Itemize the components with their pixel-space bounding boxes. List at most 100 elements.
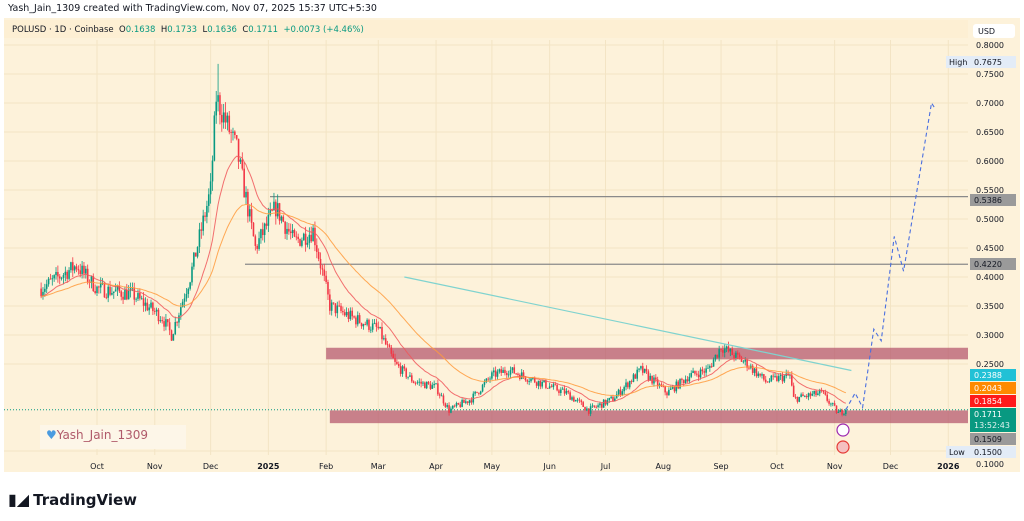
candle-body — [358, 315, 361, 323]
candle-body — [297, 236, 299, 240]
candle-body — [550, 386, 553, 388]
candle-body — [159, 320, 162, 322]
candle-body — [718, 349, 720, 358]
candle-body — [75, 266, 78, 270]
candle-body — [725, 346, 728, 349]
candle-body — [584, 406, 586, 411]
candle-body — [228, 115, 231, 133]
candle-body — [591, 405, 594, 407]
price-badge — [970, 258, 1016, 270]
candle-body — [370, 329, 372, 331]
candle-body — [211, 160, 214, 182]
candle-body — [172, 334, 175, 341]
candle-body — [116, 285, 119, 290]
candle-body — [710, 366, 713, 367]
open-value: 0.1638 — [125, 25, 156, 35]
candle-body — [424, 382, 426, 389]
candle-body — [679, 378, 681, 389]
candle-body — [243, 168, 245, 198]
open-label: O — [119, 25, 126, 35]
candle-body — [731, 348, 733, 356]
candle-body — [601, 403, 603, 408]
candle-body — [573, 397, 575, 402]
high-label-bg — [946, 56, 970, 68]
candle-body — [615, 394, 618, 399]
countdown-text: 13:52:43 — [974, 421, 1010, 430]
candle-body — [697, 374, 700, 378]
legend-bar — [4, 20, 968, 38]
price-badge-text: 0.4220 — [974, 260, 1002, 269]
candle-body — [532, 378, 534, 379]
symbol-label[interactable]: POLUSD · 1D · Coinbase — [12, 25, 114, 35]
candle-body — [99, 283, 102, 288]
tradingview-logo[interactable]: ▮◢ TradingView — [8, 490, 137, 509]
candle-body — [299, 239, 301, 246]
candle-body — [120, 291, 123, 297]
candle-body — [425, 381, 428, 389]
candle-body — [280, 216, 283, 221]
candle-body — [798, 396, 801, 402]
candle-body — [774, 376, 776, 377]
high-value-bg — [970, 56, 1016, 68]
candle-body — [111, 292, 113, 295]
candle-body — [740, 357, 743, 362]
candle-body — [738, 354, 741, 358]
candle-body — [338, 305, 340, 307]
candle-body — [455, 403, 458, 407]
price-tick-label: 0.2500 — [976, 360, 1004, 369]
candle-body — [234, 131, 236, 136]
time-tick-label: Jul — [600, 462, 611, 471]
candle-body — [302, 233, 305, 241]
candle-body — [768, 381, 771, 383]
candle-body — [418, 381, 421, 383]
candle-body — [796, 396, 799, 402]
candle-body — [314, 227, 316, 246]
candle-body — [375, 322, 378, 327]
candle-body — [73, 266, 76, 271]
candle-body — [442, 395, 445, 404]
candle-body — [403, 366, 406, 369]
candle-body — [155, 309, 158, 312]
candle-body — [224, 112, 227, 123]
candle-body — [153, 311, 156, 312]
candle-body — [250, 209, 253, 223]
candle-body — [655, 377, 657, 380]
moving-average-20 — [41, 155, 846, 404]
candle-body — [595, 406, 598, 408]
candle-body — [284, 221, 286, 234]
candle-body — [690, 373, 693, 377]
candle-body — [230, 132, 232, 133]
candle-body — [491, 372, 493, 379]
candle-body — [191, 266, 193, 283]
candle-body — [753, 368, 756, 373]
candle-body — [330, 302, 333, 311]
candle-body — [92, 276, 95, 292]
candle-body — [166, 319, 169, 323]
candle-body — [81, 265, 83, 275]
candle-body — [137, 293, 139, 299]
candle-body — [368, 319, 370, 330]
candle-body — [291, 229, 294, 234]
candle-body — [513, 367, 516, 374]
candle-body — [736, 352, 739, 355]
candle-body — [435, 383, 437, 385]
candle-body — [345, 311, 348, 316]
candle-body — [764, 379, 767, 382]
candle-body — [200, 229, 203, 231]
candle-body — [407, 376, 409, 378]
candle-body — [194, 252, 197, 257]
candle-body — [669, 388, 672, 390]
candle-body — [520, 372, 523, 380]
candle-body — [720, 349, 722, 350]
time-tick-label: Sep — [713, 462, 728, 471]
high-label: High — [949, 58, 967, 67]
candle-body — [148, 307, 150, 311]
candle-body — [530, 378, 532, 382]
candle-body — [187, 288, 190, 294]
candle-body — [489, 378, 491, 380]
candle-body — [152, 302, 154, 312]
candle-body — [289, 231, 292, 234]
candle-body — [709, 366, 711, 368]
price-badge-text: 0.1854 — [974, 397, 1002, 406]
